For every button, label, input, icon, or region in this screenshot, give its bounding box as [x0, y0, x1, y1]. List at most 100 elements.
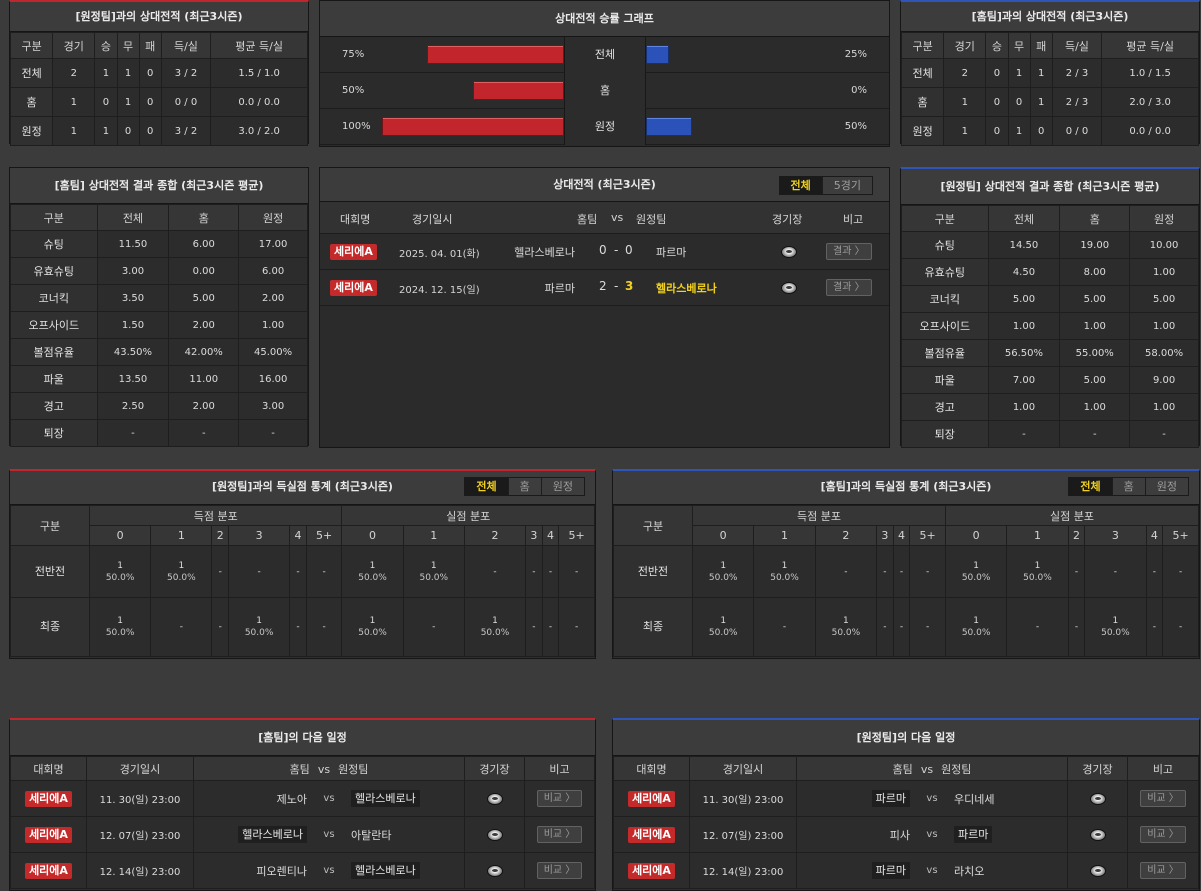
compare-button[interactable]: 비교 〉	[536, 790, 583, 807]
stat-home-title: [홈팀] 상대전적 결과 종합 (최근3시즌 평균)	[10, 168, 308, 204]
col-header-note: 비고	[1127, 756, 1199, 781]
cell: 5.00	[1059, 366, 1131, 394]
cell: 1.00	[1129, 393, 1199, 421]
cell: 1	[52, 87, 96, 117]
toggle-away[interactable]: 원정	[540, 478, 584, 495]
row-label: 코너킥	[901, 285, 989, 313]
cell: 3 / 2	[160, 116, 212, 146]
compare-button[interactable]: 비교 〉	[536, 826, 583, 843]
stadium-icon	[1089, 864, 1106, 877]
next-away-panel: [원정팀]의 다음 일정 대회명 경기일시 홈팀 vs 원정팀 경기장 비고 세리에A 11. …	[612, 718, 1200, 891]
goals-cell: 1 50.0%	[402, 545, 465, 598]
goals-count: -	[548, 622, 553, 632]
match-date: 2025. 04. 01(화)	[399, 249, 480, 260]
table-row: 유효슈팅 4.50 8.00 1.00	[901, 258, 1199, 286]
venue-cell	[1067, 852, 1128, 889]
home-team-wrap: 파르마	[797, 862, 910, 879]
away-team-wrap: 헬라스베로나	[351, 862, 464, 879]
table-row: 홈 1 0 0 1 2 / 3 2.0 / 3.0	[900, 87, 1199, 117]
home-team-wrap: 제노아	[194, 791, 307, 807]
goals-right-title: [홈팀]과의 득실점 통계 (최근3시즌)	[820, 480, 992, 493]
col-header: 무	[1007, 32, 1031, 59]
vs-label: vs	[926, 793, 938, 804]
compare-button[interactable]: 비교 〉	[1140, 826, 1186, 843]
table-header-row: 대회명 경기일시 홈팀 vs 원정팀 경기장 비고	[613, 756, 1199, 781]
compare-button[interactable]: 비교 〉	[536, 862, 583, 879]
stat-home-panel: [홈팀] 상대전적 결과 종합 (최근3시즌 평균) 구분 전체 홈 원정 슈팅 11.5…	[9, 167, 309, 447]
table-row: 볼점유율 56.50% 55.00% 58.00%	[901, 339, 1199, 367]
vs-label: vs	[926, 829, 938, 840]
goals-count: -	[532, 622, 536, 632]
goals-cell: 1 50.0%	[753, 545, 816, 598]
col-header-note: 비고	[524, 756, 595, 781]
goals-cell: -	[1067, 597, 1086, 657]
table-row: 파울 13.50 11.00 16.00	[10, 365, 308, 393]
goals-col-header: 1	[402, 525, 465, 546]
toggle-away[interactable]: 원정	[1144, 478, 1188, 495]
cell: 2 / 3	[1051, 58, 1103, 88]
result-button[interactable]: 결과 〉	[826, 279, 872, 296]
next-away-table: 대회명 경기일시 홈팀 vs 원정팀 경기장 비고 세리에A 11. 30(일) 23:00 파르…	[613, 756, 1199, 889]
goals-cell: -	[909, 597, 946, 657]
compare-button[interactable]: 비교 〉	[1140, 862, 1186, 879]
result-button[interactable]: 결과 〉	[826, 243, 872, 260]
table-header-row: 구분 득점 분포 실점 분포	[10, 505, 595, 546]
toggle-home[interactable]: 홈	[1111, 478, 1145, 495]
win-rate-graph-title: 상대전적 승률 그래프	[320, 1, 889, 37]
goals-cell: -	[1006, 597, 1069, 657]
cell: 56.50%	[987, 339, 1061, 367]
cell: 0	[985, 116, 1009, 146]
row-label: 전반전	[613, 545, 693, 598]
cell: 2.00	[168, 392, 240, 420]
goals-col-header: 2	[1067, 525, 1086, 546]
goals-cell: 1 50.0%	[814, 597, 878, 657]
home-team: 피사	[889, 828, 910, 842]
row-label: 코너킥	[10, 284, 98, 312]
goals-col-header: 1	[150, 525, 213, 546]
goals-count: -	[899, 622, 904, 632]
goals-col-header: 3	[228, 525, 291, 546]
goals-pct: 50.0%	[480, 628, 510, 638]
away-win-pct: 50%	[844, 121, 867, 132]
row-label: 전반전	[10, 545, 90, 598]
goals-col-header: 3	[1084, 525, 1147, 546]
goals-cell: 1 50.0%	[463, 597, 527, 657]
col-header: 평균 득/실	[210, 32, 308, 59]
compare-button[interactable]: 비교 〉	[1140, 790, 1186, 807]
goals-count: -	[883, 622, 887, 632]
venue-cell	[1067, 816, 1128, 853]
row-label: 경고	[901, 393, 989, 421]
cell: 1	[94, 116, 118, 146]
goals-cell: 1 50.0%	[228, 597, 291, 657]
cell: 2.00	[168, 311, 240, 339]
match-date: 12. 07(일) 23:00	[689, 816, 797, 853]
goals-pct: 50.0%	[1023, 572, 1052, 583]
goals-count: -	[432, 622, 436, 632]
cell: 0.0 / 0.0	[210, 87, 308, 117]
goals-count: -	[322, 566, 326, 577]
h2h-home-panel: [홈팀]과의 상대전적 (최근3시즌) 구분 경기 승 무 패 득/실 평균 득…	[900, 0, 1200, 146]
goals-count: -	[218, 566, 222, 577]
vs-label: vs	[323, 793, 335, 804]
teams-cell: 파르마 vs 우디네세	[796, 780, 1068, 817]
row-label: 홈	[900, 87, 945, 117]
toggle-5-games[interactable]: 5경기	[821, 177, 872, 194]
table-row: 오프사이드 1.00 1.00 1.00	[901, 312, 1199, 340]
toggle-all[interactable]: 전체	[779, 177, 822, 194]
goals-count: 1	[781, 560, 788, 571]
table-row: 최종 1 50.0% - 1 50.0% - - - 1 50.0% - - 1 50.0% - -	[613, 597, 1199, 657]
goals-col-header: 4	[289, 525, 307, 546]
away-team: 헬라스베로나	[656, 282, 717, 295]
home-win-bar	[427, 45, 564, 64]
goals-pct: 50.0%	[770, 572, 799, 583]
col-header-league: 대회명	[613, 756, 690, 781]
toggle-all[interactable]: 전체	[465, 478, 508, 495]
toggle-home[interactable]: 홈	[507, 478, 541, 495]
col-header: 경기	[52, 32, 96, 59]
concede-dist-header: 실점 분포	[341, 505, 595, 526]
toggle-all[interactable]: 전체	[1069, 478, 1112, 495]
goals-right-panel: [홈팀]과의 득실점 통계 (최근3시즌) 전체 홈 원정 구분 득점 분포 실점 …	[612, 469, 1200, 659]
table-row: 세리에A 11. 30(일) 23:00 파르마 vs 우디네세 비교 〉	[613, 780, 1199, 817]
stat-away-table: 구분 전체 홈 원정 슈팅 14.50 19.00 10.00 유효슈팅 4.50 8.00 1.00…	[901, 205, 1199, 448]
cell: 1	[116, 58, 140, 88]
